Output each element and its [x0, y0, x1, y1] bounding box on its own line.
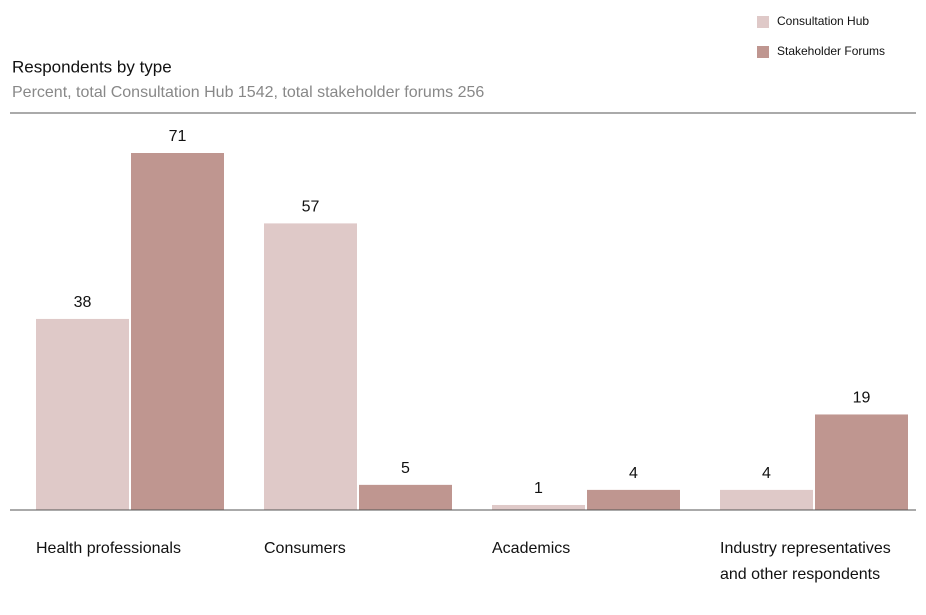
legend-label: Stakeholder Forums [777, 44, 885, 58]
bar [720, 489, 813, 510]
category-label: Health professionals [36, 540, 181, 557]
bar [492, 504, 585, 510]
value-label: 4 [762, 465, 771, 482]
bar [359, 484, 452, 510]
chart-subtitle: Percent, total Consultation Hub 1542, to… [12, 84, 484, 101]
category-label: Consumers [264, 540, 346, 557]
legend-swatch [757, 46, 769, 58]
bar [131, 153, 224, 510]
value-label: 1 [534, 480, 543, 497]
category-label: Industry representatives and other respo… [720, 540, 891, 583]
bar [815, 414, 908, 510]
legend-label: Consultation Hub [777, 14, 869, 28]
value-label: 57 [302, 199, 320, 216]
legend-swatch [757, 16, 769, 28]
category-label: Academics [492, 540, 571, 557]
bar [587, 489, 680, 510]
value-label: 19 [853, 390, 871, 407]
bar [36, 318, 129, 510]
value-label: 38 [74, 294, 92, 311]
chart-title: Respondents by type [12, 57, 172, 76]
value-label: 5 [401, 460, 410, 477]
bar [264, 223, 357, 511]
value-label: 4 [629, 465, 638, 482]
value-label: 71 [169, 128, 187, 145]
